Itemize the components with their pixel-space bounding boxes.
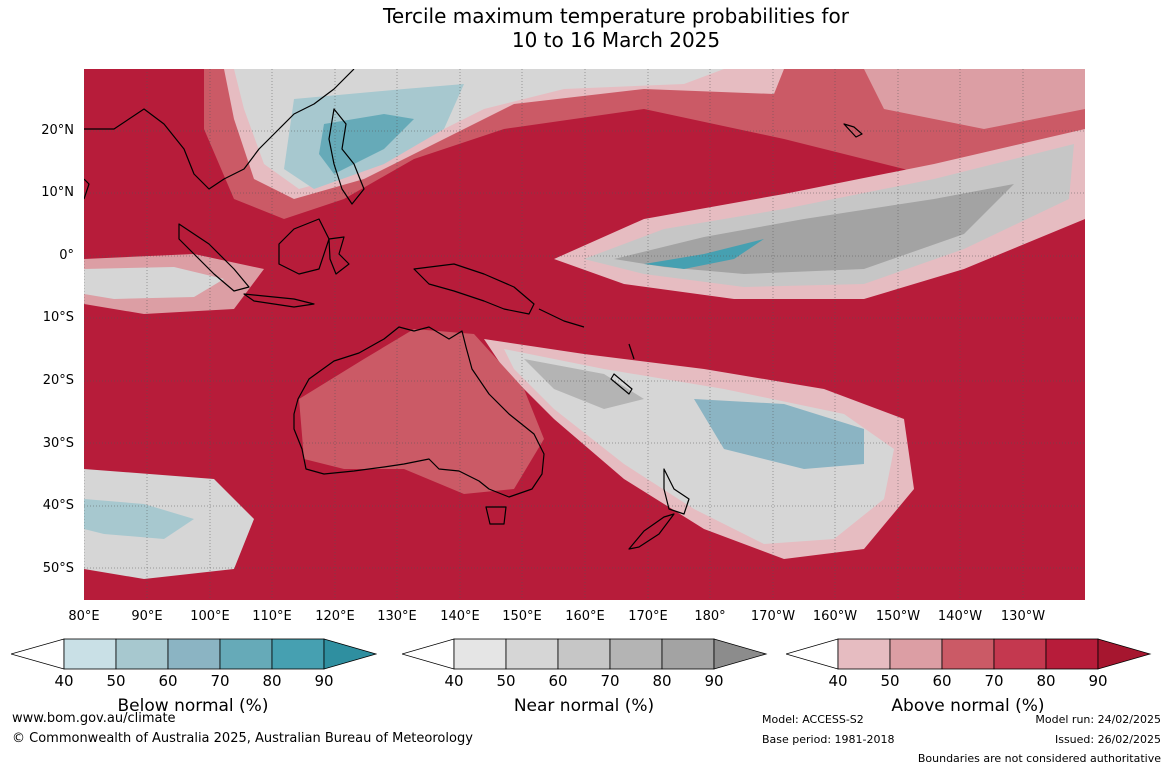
above-tick-50: 50 (880, 672, 900, 690)
title-line-2: 10 to 16 March 2025 (511, 28, 721, 52)
southwest-blue-region (84, 499, 194, 539)
lat-label-10n: 10°N (41, 185, 74, 200)
near-tick-50: 50 (496, 672, 516, 690)
below-tick-50: 50 (106, 672, 126, 690)
near-tick-80: 80 (652, 672, 672, 690)
new-guinea-coastline (413, 263, 535, 315)
title-line-1: Tercile maximum temperature probabilitie… (383, 4, 849, 28)
below-tick-80: 80 (262, 672, 282, 690)
forecast-map (84, 69, 1085, 600)
tasmania-coastline (485, 506, 507, 525)
map-gridlines (84, 69, 1085, 600)
java-coastline (243, 293, 315, 308)
below-tick-60: 60 (158, 672, 178, 690)
lon-label-150w: 150°W (875, 609, 921, 624)
sumatra-coastline (178, 223, 250, 292)
near-normal-label: Near normal (%) (513, 696, 655, 716)
north-east-pale-region (864, 69, 1085, 129)
lon-label-170e: 170°E (628, 609, 668, 624)
model-text: Model: ACCESS-S2 (762, 713, 864, 726)
lat-label-10s: 10°S (42, 310, 74, 325)
lon-label-150e: 150°E (502, 609, 542, 624)
base-period-text: Base period: 1981-2018 (762, 733, 895, 746)
lon-label-120e: 120°E (315, 609, 355, 624)
below-normal-label: Below normal (%) (117, 696, 269, 716)
above-tick-40: 40 (828, 672, 848, 690)
indian-ocean-grey-region (84, 267, 224, 299)
lat-label-20s: 20°S (42, 373, 74, 388)
lon-label-180: 180° (694, 609, 726, 624)
lon-label-110e: 110°E (252, 609, 292, 624)
south-blue-region (694, 399, 864, 469)
vanuatu-coastline (628, 343, 635, 360)
above-tick-70: 70 (984, 672, 1004, 690)
above-tick-60: 60 (932, 672, 952, 690)
above-tick-80: 80 (1036, 672, 1056, 690)
mainland-asia-coastline (84, 69, 355, 190)
near-tick-70: 70 (600, 672, 620, 690)
disclaimer-text: Boundaries are not considered authoritat… (917, 752, 1161, 765)
lon-label-170w: 170°W (750, 609, 796, 624)
lon-label-140w: 140°W (937, 609, 983, 624)
lon-label-160e: 160°E (565, 609, 605, 624)
below-tick-40: 40 (54, 672, 74, 690)
above-normal-colorbar (786, 638, 1152, 670)
solomon-islands-coastline (538, 308, 585, 328)
coastlines (84, 69, 863, 550)
lon-label-90e: 90°E (131, 609, 163, 624)
copyright-text: © Commonwealth of Australia 2025, Austra… (12, 731, 473, 746)
sri-lanka-coastline (84, 178, 90, 200)
lon-label-100e: 100°E (190, 609, 230, 624)
lat-label-40s: 40°S (42, 498, 74, 513)
below-normal-colorbar (11, 638, 377, 670)
issued-text: Issued: 26/02/2025 (1054, 733, 1161, 746)
lat-label-50s: 50°S (42, 561, 74, 576)
map-svg (84, 69, 1085, 600)
lon-label-130w: 130°W (1000, 609, 1046, 624)
near-normal-colorbar (402, 638, 768, 670)
lat-label-0: 0° (59, 248, 74, 263)
map-title: Tercile maximum temperature probabilitie… (0, 4, 1173, 52)
australia-coastline (293, 326, 545, 498)
near-tick-40: 40 (444, 672, 464, 690)
website-link[interactable]: www.bom.gov.au/climate (12, 711, 176, 726)
borneo-coastline (278, 218, 330, 275)
philippines-coastline (328, 108, 365, 205)
new-zealand-south-coastline (628, 513, 675, 550)
new-caledonia-coastline (610, 373, 633, 395)
lon-label-80e: 80°E (68, 609, 100, 624)
near-tick-90: 90 (704, 672, 724, 690)
south-dark-grey (524, 359, 644, 409)
lat-label-30s: 30°S (42, 436, 74, 451)
indochina-blue-core (319, 114, 414, 174)
above-tick-90: 90 (1088, 672, 1108, 690)
below-tick-90: 90 (314, 672, 334, 690)
lon-label-160w: 160°W (812, 609, 858, 624)
equatorial-blue-core (644, 239, 764, 269)
model-run-text: Model run: 24/02/2025 (1035, 713, 1161, 726)
australia-interior-shade (299, 329, 544, 494)
lon-label-140e: 140°E (440, 609, 480, 624)
lat-label-20n: 20°N (41, 123, 74, 138)
above-normal-label: Above normal (%) (891, 696, 1045, 716)
lon-label-130e: 130°E (377, 609, 417, 624)
near-tick-60: 60 (548, 672, 568, 690)
below-tick-70: 70 (210, 672, 230, 690)
new-zealand-north-coastline (663, 468, 690, 515)
sulawesi-coastline (328, 236, 350, 275)
hawaii-coastline (843, 123, 863, 138)
